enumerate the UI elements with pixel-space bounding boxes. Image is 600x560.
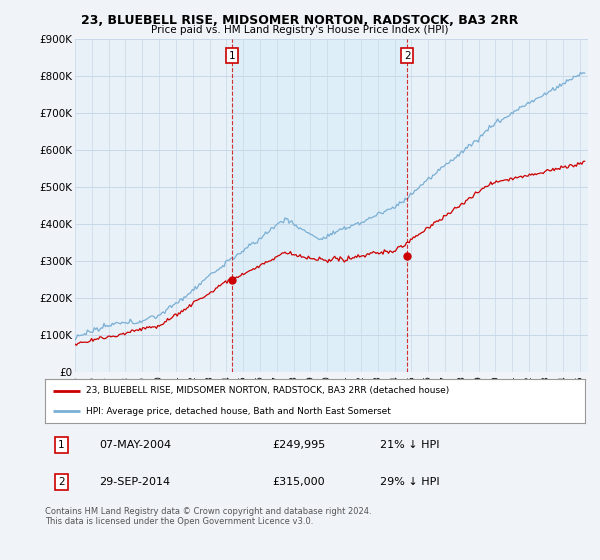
- Text: 29-SEP-2014: 29-SEP-2014: [99, 477, 170, 487]
- Text: 29% ↓ HPI: 29% ↓ HPI: [380, 477, 439, 487]
- Text: £249,995: £249,995: [272, 440, 325, 450]
- Text: Price paid vs. HM Land Registry's House Price Index (HPI): Price paid vs. HM Land Registry's House …: [151, 25, 449, 35]
- Text: £315,000: £315,000: [272, 477, 325, 487]
- Text: 23, BLUEBELL RISE, MIDSOMER NORTON, RADSTOCK, BA3 2RR: 23, BLUEBELL RISE, MIDSOMER NORTON, RADS…: [82, 14, 518, 27]
- Text: 1: 1: [229, 51, 236, 61]
- Text: 1: 1: [58, 440, 65, 450]
- Text: 07-MAY-2004: 07-MAY-2004: [99, 440, 171, 450]
- Text: Contains HM Land Registry data © Crown copyright and database right 2024.
This d: Contains HM Land Registry data © Crown c…: [45, 507, 371, 526]
- Text: HPI: Average price, detached house, Bath and North East Somerset: HPI: Average price, detached house, Bath…: [86, 407, 391, 416]
- Text: 2: 2: [404, 51, 410, 61]
- Text: 21% ↓ HPI: 21% ↓ HPI: [380, 440, 439, 450]
- Bar: [232, 39, 407, 372]
- Text: 23, BLUEBELL RISE, MIDSOMER NORTON, RADSTOCK, BA3 2RR (detached house): 23, BLUEBELL RISE, MIDSOMER NORTON, RADS…: [86, 386, 449, 395]
- Text: 2: 2: [58, 477, 65, 487]
